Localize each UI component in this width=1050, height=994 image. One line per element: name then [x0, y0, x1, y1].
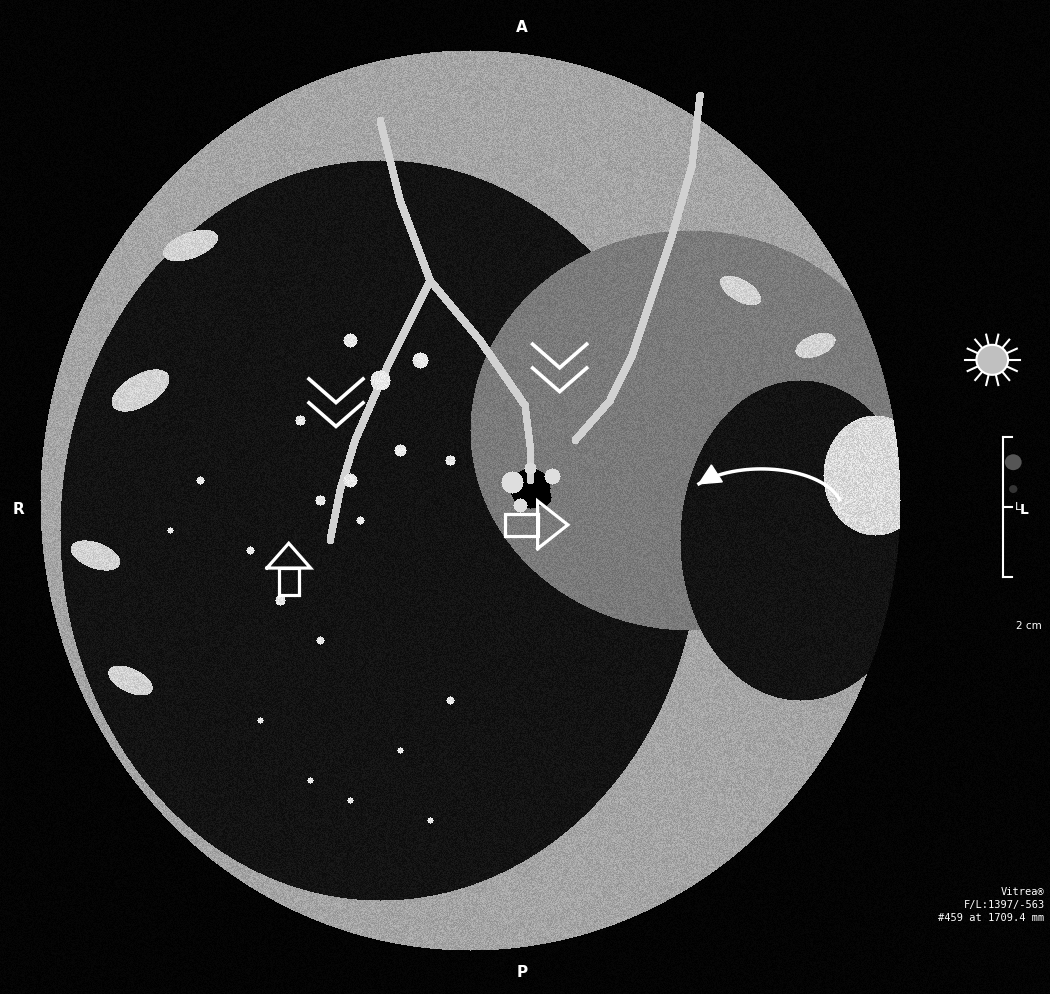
Text: A: A [516, 20, 528, 36]
Circle shape [976, 345, 1008, 375]
Text: L: L [1015, 502, 1022, 512]
Text: Vitrea®
F/L:1397/-563
#459 at 1709.4 mm: Vitrea® F/L:1397/-563 #459 at 1709.4 mm [939, 887, 1045, 923]
Text: R: R [13, 502, 25, 518]
Bar [279, 568, 298, 595]
Bar [505, 514, 538, 536]
Text: P: P [517, 964, 527, 980]
Polygon shape [699, 465, 722, 484]
Circle shape [1005, 454, 1022, 470]
Text: 2 cm: 2 cm [1016, 621, 1043, 631]
Circle shape [1009, 485, 1017, 493]
Text: L: L [1020, 503, 1028, 517]
